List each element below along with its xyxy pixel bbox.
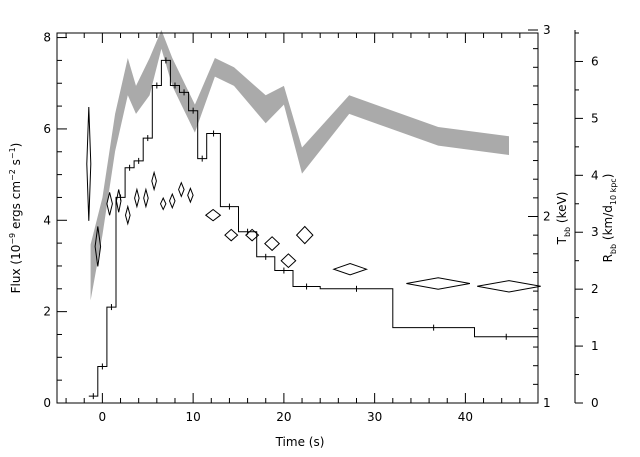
x-tick-label: 10 [185,410,200,424]
temperature-band [90,30,509,301]
radius-diamond-17 [295,225,314,245]
x-tick-label: 0 [99,410,107,424]
x-tick-label: 40 [458,410,473,424]
y2-axis-label: Tbb (keV) [555,192,572,246]
x-tick-label: 20 [276,410,291,424]
y3-tick-label: 1 [591,339,599,353]
x-tick-label: 30 [367,410,382,424]
radius-diamond-5 [134,187,140,209]
flux-histogram-layer [88,57,538,400]
radius-diamond-7 [151,170,157,192]
y2-tick-label: 2 [543,210,551,224]
y-tick-label: 8 [43,31,51,45]
radius-diamond-layer [86,106,541,293]
y3-axis-label: Rbb (km/d10 kpc) [601,174,618,263]
y3-tick-label: 5 [591,111,599,125]
radius-diamond-16 [280,253,297,269]
radius-diamond-18 [332,262,369,276]
radius-diamond-12 [204,208,222,222]
y-axis-label: Flux (10−9 ergs cm−2 s−1) [8,143,23,294]
radius-diamond-10 [178,181,185,198]
y-tick-label: 2 [43,305,51,319]
y-tick-label: 0 [43,396,51,410]
radius-diamond-6 [143,187,149,209]
radius-diamond-11 [187,187,194,204]
y3-tick-label: 3 [591,225,599,239]
y3-tick-label: 0 [591,396,599,410]
flux-histogram [88,59,538,397]
y2-tick-label: 1 [543,396,551,410]
y3-tick-label: 2 [591,282,599,296]
radius-diamond-20 [477,280,541,293]
radius-diamond-1 [94,226,102,267]
radius-diamond-3 [115,189,122,213]
y-tick-label: 6 [43,122,51,136]
y3-tick-label: 6 [591,54,599,68]
x-axis-label: Time (s) [275,435,325,449]
plot-frame [56,32,539,404]
y-tick-label: 4 [43,213,51,227]
radius-diamond-4 [124,204,131,226]
radius-diamond-8 [159,196,167,211]
radius-diamond-15 [264,236,281,252]
radius-diamond-13 [224,228,239,242]
radius-diamond-9 [168,192,176,210]
y2-tick-label: 3 [543,23,551,37]
radius-diamond-2 [106,192,113,216]
radius-diamond-19 [406,277,470,290]
y3-tick-label: 4 [591,168,599,182]
radius-diamond-0 [86,106,92,221]
temperature-band-layer [90,30,509,301]
